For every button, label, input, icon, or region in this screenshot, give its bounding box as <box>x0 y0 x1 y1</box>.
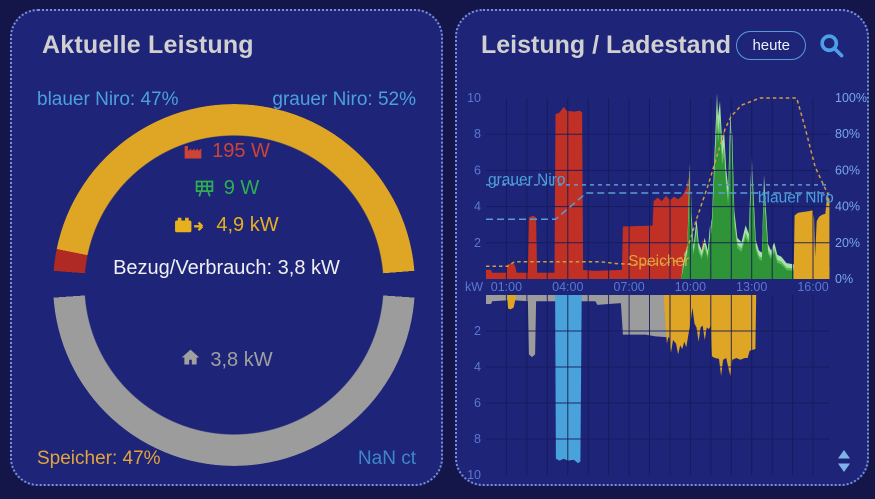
speicher-percent-label: Speicher: 47% <box>37 448 161 469</box>
battery-power-value: 4,9 kW <box>216 213 279 236</box>
battery-power-row: 4,9 kW <box>174 213 279 237</box>
grauer-niro-percent-label: grauer Niro: 52% <box>272 89 416 110</box>
power-history-panel: Leistung / Ladestand heute 01:00 04:00 07:… <box>455 9 869 486</box>
pv-power-value: 9 W <box>223 176 260 199</box>
x-tick: 13:00 <box>736 280 767 294</box>
power-chart[interactable]: 01:00 04:00 07:00 10:00 13:00 16:00 kW 10 8 6 4 2 2 4… <box>457 91 870 487</box>
kw-tick: 10 <box>467 91 481 105</box>
x-tick: 07:00 <box>613 280 644 294</box>
kw-tick: 6 <box>474 163 481 177</box>
pct-tick: 20% <box>835 236 860 250</box>
battery-arrow-icon <box>174 215 207 235</box>
grid-power-value: 195 W <box>212 139 270 162</box>
x-tick: 16:00 <box>797 280 828 294</box>
x-tick: 10:00 <box>675 280 706 294</box>
pv-power-row: 9 W <box>194 176 260 200</box>
series-pv-erzeugung <box>681 123 830 279</box>
house-power-row: 3,8 kW <box>12 347 441 374</box>
gauge-metrics: 195 W 9 W 4,9 kW Bezug/Verbrauch: 3,8 kW <box>12 139 441 293</box>
kw-tick: 8 <box>474 127 481 141</box>
kw-tick: 4 <box>474 360 481 374</box>
series-speicher-entladung <box>793 195 830 279</box>
pct-tick: 80% <box>835 127 860 141</box>
page-title: Aktuelle Leistung <box>42 31 254 59</box>
kw-tick: 6 <box>474 396 481 410</box>
pct-tick: 60% <box>835 163 860 177</box>
chart-header: Leistung / Ladestand heute <box>457 31 867 60</box>
pct-tick: 0% <box>835 272 853 286</box>
kw-axis-unit: kW <box>465 280 483 294</box>
series-blauer-niro-ladung <box>555 295 582 464</box>
gauge-top-labels: blauer Niro: 47% grauer Niro: 52% <box>37 89 416 111</box>
series-speicher-ladung <box>507 295 757 376</box>
price-label: NaN ct <box>357 448 416 469</box>
kw-tick: 2 <box>474 236 481 250</box>
series-netzbezug <box>486 107 830 279</box>
annotation-grauer-niro: grauer Niro <box>488 172 566 189</box>
annotation-blauer-niro: blauer Niro <box>758 190 834 207</box>
power-gauge-ring <box>53 104 415 466</box>
search-icon[interactable] <box>818 32 845 59</box>
x-tick: 01:00 <box>491 280 522 294</box>
grid-power-row: 195 W <box>183 139 270 163</box>
series-hausverbrauch <box>486 295 699 358</box>
kw-tick: 8 <box>474 432 481 446</box>
blauer-niro-percent-label: blauer Niro: 47% <box>37 89 179 110</box>
house-icon <box>180 347 201 374</box>
gauge-bottom-labels: Speicher: 47% NaN ct <box>37 448 416 470</box>
pct-tick: 40% <box>835 200 860 214</box>
house-power-value: 3,8 kW <box>210 349 273 371</box>
chart-title: Leistung / Ladestand <box>481 31 732 59</box>
pct-tick: 100% <box>835 91 867 105</box>
kw-tick: 4 <box>474 200 481 214</box>
x-tick: 04:00 <box>552 280 583 294</box>
factory-icon <box>183 141 203 161</box>
current-power-panel: Aktuelle Leistung blauer Niro: 47% graue… <box>10 9 443 486</box>
solar-panel-icon <box>194 178 215 199</box>
consumption-value: Bezug/Verbrauch: 3,8 kW <box>113 256 340 279</box>
line-blauer-niro-ladestand <box>486 192 830 221</box>
annotation-speicher: Speicher <box>628 253 689 270</box>
range-today-button[interactable]: heute <box>736 31 806 60</box>
sort-icon[interactable] <box>837 450 851 472</box>
kw-tick: 10 <box>467 468 481 482</box>
kw-tick: 2 <box>474 324 481 338</box>
consumption-row: Bezug/Verbrauch: 3,8 kW <box>113 256 340 280</box>
